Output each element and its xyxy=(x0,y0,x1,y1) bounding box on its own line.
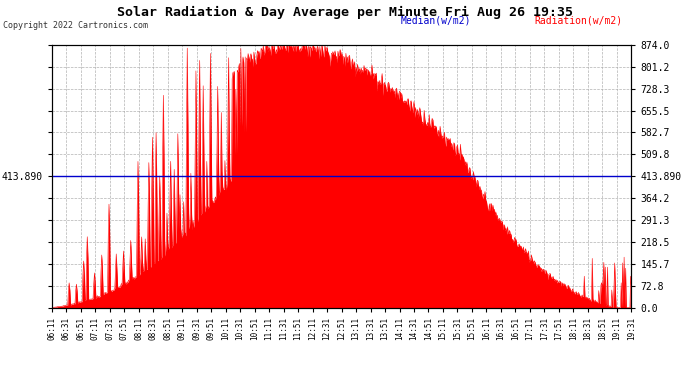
Text: Radiation(w/m2): Radiation(w/m2) xyxy=(535,16,623,26)
Text: Copyright 2022 Cartronics.com: Copyright 2022 Cartronics.com xyxy=(3,21,148,30)
Text: Median(w/m2): Median(w/m2) xyxy=(400,16,471,26)
Text: Solar Radiation & Day Average per Minute Fri Aug 26 19:35: Solar Radiation & Day Average per Minute… xyxy=(117,6,573,19)
